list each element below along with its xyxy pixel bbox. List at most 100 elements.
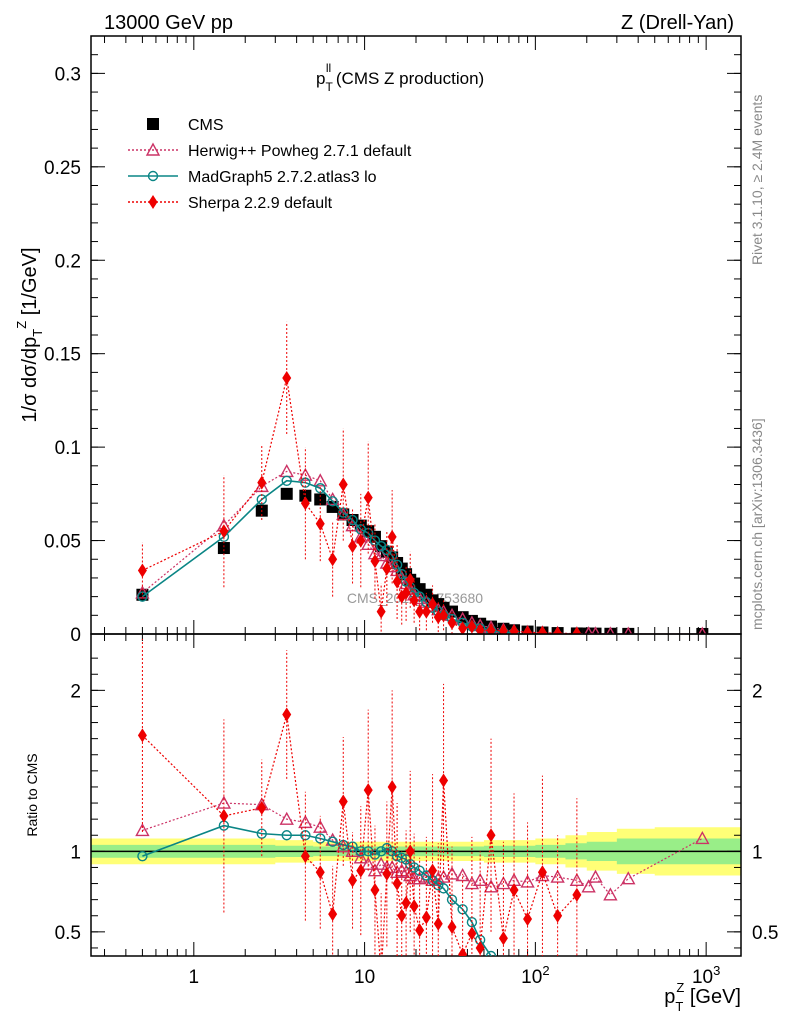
point-sherpa: [409, 593, 419, 608]
legend-marker-sherpa: [148, 195, 158, 209]
point-sherpa: [328, 552, 338, 567]
point-sherpa: [338, 477, 348, 492]
plot-title-sub: T: [325, 80, 333, 94]
y-tick-label: 0.05: [44, 532, 81, 553]
point-madgraph: [327, 496, 338, 507]
point-sherpa: [509, 624, 519, 634]
point-sherpa: [401, 585, 411, 600]
series-line-madgraph: [142, 824, 493, 956]
y-tick-label: 2: [70, 681, 81, 702]
point-sherpa: [392, 574, 402, 589]
point-sherpa: [300, 496, 310, 511]
main-y-axis: 0 0.05 0.1 0.15 0.2 0.25 0.3: [44, 54, 741, 646]
point-herwig: [298, 814, 313, 829]
point-madgraph: [408, 862, 420, 873]
y-tick-label: 0.1: [55, 438, 81, 459]
legend-label-sherpa: Sherpa 2.2.9 default: [188, 195, 333, 212]
point-sherpa: [219, 524, 229, 539]
point-sherpa: [409, 899, 419, 914]
x-tick-label: 1: [189, 967, 200, 988]
point-sherpa: [537, 865, 547, 880]
series-cms: [136, 487, 709, 634]
y-tick-label-right: 2: [752, 681, 763, 702]
ratio-series: [135, 638, 710, 985]
point-sherpa: [415, 604, 425, 619]
series-line-sherpa: [142, 377, 577, 634]
series-sherpa: [137, 321, 582, 634]
point-sherpa: [439, 608, 449, 623]
energy-label: 13000 GeV pp: [104, 12, 233, 34]
point-herwig: [135, 822, 150, 837]
point-herwig: [279, 811, 294, 825]
point-sherpa: [315, 516, 325, 531]
point-sherpa: [415, 923, 425, 938]
process-label: Z (Drell-Yan): [621, 12, 734, 34]
point-sherpa: [572, 887, 582, 902]
point-sherpa: [338, 794, 348, 809]
point-herwig: [367, 863, 383, 877]
point-sherpa: [458, 947, 468, 956]
point-herwig: [472, 872, 488, 887]
point-sherpa: [447, 920, 457, 935]
point-sherpa: [447, 615, 457, 630]
point-herwig: [569, 872, 585, 887]
point-sherpa: [392, 876, 402, 891]
point-sherpa: [421, 910, 431, 925]
point-madgraph: [485, 950, 497, 956]
point-madgraph: [433, 879, 444, 891]
ratio-y-axis: 0.5 0.5 1 1 2 2: [55, 657, 778, 949]
main-panel: CMS_2019_I1753680 00.050.10.150.20.250.3…: [14, 35, 742, 646]
point-madgraph: [327, 836, 338, 847]
plot-title-rest: (CMS Z production): [331, 69, 484, 88]
point-sherpa: [282, 370, 292, 385]
point-sherpa: [553, 908, 563, 923]
point-sherpa: [421, 604, 431, 619]
point-cms: [622, 627, 635, 634]
legend-label-madgraph: MadGraph5 2.7.2.atlas3 lo: [188, 169, 377, 186]
point-sherpa: [458, 621, 468, 634]
point-sherpa: [219, 808, 229, 823]
point-madgraph: [281, 475, 292, 486]
point-cms: [217, 542, 230, 555]
point-herwig: [496, 876, 511, 890]
point-sherpa: [439, 773, 449, 788]
point-madgraph: [510, 976, 519, 985]
point-herwig: [373, 548, 389, 562]
point-sherpa: [370, 554, 380, 569]
point-sherpa: [328, 907, 338, 922]
ratio-uncertainty-band: [91, 827, 741, 876]
y-tick-label-right: 0.5: [752, 923, 778, 944]
legend-marker-herwig: [145, 142, 161, 156]
point-herwig: [588, 869, 603, 883]
point-sherpa: [382, 561, 392, 576]
point-sherpa: [257, 800, 267, 815]
point-sherpa: [382, 866, 392, 881]
point-cms: [299, 489, 312, 502]
point-madgraph: [281, 830, 292, 841]
series-sherpa: [137, 638, 582, 956]
point-herwig: [298, 467, 313, 481]
legend: CMS Herwig++ Powheg 2.7.1 default MadGraph…: [128, 117, 412, 212]
point-sherpa: [397, 908, 407, 923]
point-sherpa: [356, 533, 366, 548]
point-sherpa: [363, 490, 373, 505]
point-herwig: [591, 626, 600, 634]
y-tick-label: 0.3: [55, 64, 81, 85]
series-madgraph: [137, 820, 519, 985]
rivet-label: Rivet 3.1.10, ≥ 2.4M events: [749, 95, 765, 265]
point-herwig: [621, 871, 636, 885]
point-herwig: [581, 879, 596, 893]
point-sherpa: [467, 619, 477, 634]
point-madgraph: [137, 850, 148, 862]
point-sherpa: [405, 572, 415, 587]
y-tick-label: 1: [70, 842, 81, 863]
point-sherpa: [428, 863, 438, 878]
point-sherpa: [387, 779, 397, 794]
point-sherpa: [356, 863, 366, 878]
point-sherpa: [475, 623, 485, 634]
plot-title-main: p: [316, 69, 325, 88]
point-madgraph: [137, 591, 148, 602]
y-tick-label: 0: [70, 625, 81, 646]
point-sherpa: [537, 625, 547, 634]
